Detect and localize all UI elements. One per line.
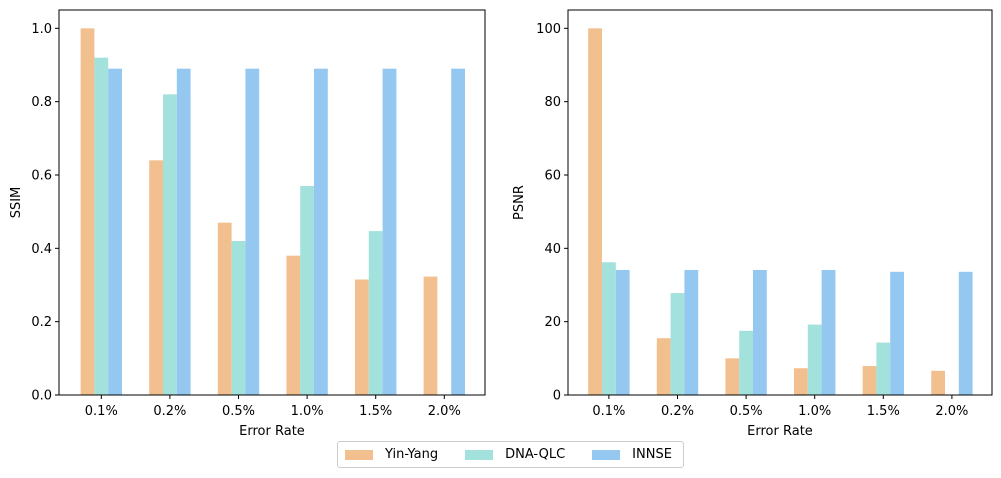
bar-dna-qlc-2 [231, 241, 246, 395]
bar-innse-3 [821, 269, 836, 395]
bar-innse-5 [958, 271, 973, 395]
x-tick-label: 0.1% [592, 404, 625, 419]
bar-dna-qlc-1 [163, 94, 177, 395]
x-tick-label: 1.0% [798, 404, 831, 419]
legend-item-yin-yang: Yin-Yang [345, 447, 438, 462]
bar-innse-5 [451, 68, 465, 396]
legend: Yin-Yang DNA-QLC INNSE [337, 441, 684, 468]
x-tick-label: 0.5% [222, 404, 255, 419]
bar-yin-yang-4 [355, 279, 369, 395]
bar-yin-yang-2 [725, 358, 740, 395]
x-tick-label: 1.5% [359, 404, 392, 419]
bar-dna-qlc-3 [807, 324, 822, 395]
ssim-chart: 0.0 0.2 0.4 0.6 0.8 1.0 0.1% 0.2% 0.5% 1.0% 1.5% 2.… [9, 9, 486, 439]
bar-innse-0 [108, 68, 122, 396]
bar-dna-qlc-0 [94, 57, 109, 396]
bar-dna-qlc-1 [670, 293, 685, 395]
y-tick-label: 0.8 [31, 95, 52, 110]
bar-dna-qlc-4 [876, 342, 891, 395]
y-tick-label: 1.0 [31, 22, 52, 37]
x-tick-label: 2.0% [428, 404, 461, 419]
y-tick-label: 40 [544, 242, 561, 257]
y-tick-label: 80 [544, 95, 561, 110]
legend-swatch-dna-qlc [465, 449, 494, 460]
legend-label: DNA-QLC [505, 447, 566, 462]
bar-innse-4 [890, 271, 904, 395]
x-tick-label: 0.5% [730, 404, 763, 419]
bar-yin-yang-0 [588, 28, 602, 396]
bar-innse-0 [615, 269, 630, 395]
bar-yin-yang-1 [149, 160, 163, 395]
bar-yin-yang-5 [423, 276, 438, 395]
y-tick-label: 0 [553, 389, 561, 404]
bar-dna-qlc-2 [739, 330, 753, 395]
x-tick-label: 0.1% [85, 404, 118, 419]
bar-yin-yang-5 [931, 370, 945, 395]
axes-frame [58, 9, 486, 396]
legend-item-innse: INNSE [592, 447, 672, 462]
legend-swatch-yin-yang [345, 449, 373, 460]
bar-yin-yang-3 [794, 368, 808, 395]
y-tick-label: 60 [544, 169, 561, 184]
axes-frame [567, 9, 993, 396]
bar-innse-2 [245, 68, 260, 396]
y-tick-label: 0.6 [31, 169, 52, 184]
y-tick-label: 20 [544, 315, 561, 330]
bar-innse-1 [684, 269, 699, 395]
x-tick-label: 0.2% [661, 404, 694, 419]
x-axis-label: Error Rate [747, 424, 813, 439]
legend-swatch-innse [592, 449, 621, 460]
legend-item-dna-qlc: DNA-QLC [465, 447, 565, 462]
bar-innse-3 [314, 68, 328, 396]
x-axis-label: Error Rate [239, 424, 305, 439]
y-tick-label: 100 [536, 22, 561, 37]
x-tick-label: 1.0% [291, 404, 324, 419]
y-tick-label: 0.0 [31, 389, 52, 404]
psnr-chart: 0 20 40 60 80 100 0.1% 0.2% 0.5% 1.0% 1.5% 2.0% Erro… [512, 9, 993, 439]
bar-dna-qlc-3 [300, 186, 314, 395]
bar-yin-yang-0 [80, 28, 95, 396]
bar-yin-yang-3 [286, 255, 301, 395]
legend-label: Yin-Yang [385, 447, 439, 462]
bar-yin-yang-2 [217, 222, 232, 395]
legend-label: INNSE [632, 447, 672, 462]
y-axis-label: PSNR [512, 185, 527, 220]
bar-dna-qlc-4 [368, 231, 383, 395]
bar-yin-yang-4 [862, 366, 877, 395]
x-tick-label: 1.5% [867, 404, 900, 419]
bar-yin-yang-1 [656, 338, 671, 395]
y-axis-label: SSIM [9, 187, 24, 219]
x-tick-label: 2.0% [935, 404, 968, 419]
x-tick-label: 0.2% [153, 404, 186, 419]
bar-innse-1 [176, 68, 191, 396]
y-tick-label: 0.4 [31, 242, 52, 257]
y-tick-label: 0.2 [31, 315, 52, 330]
bar-innse-2 [753, 269, 767, 395]
bar-dna-qlc-0 [602, 262, 616, 395]
bar-innse-4 [382, 68, 397, 396]
